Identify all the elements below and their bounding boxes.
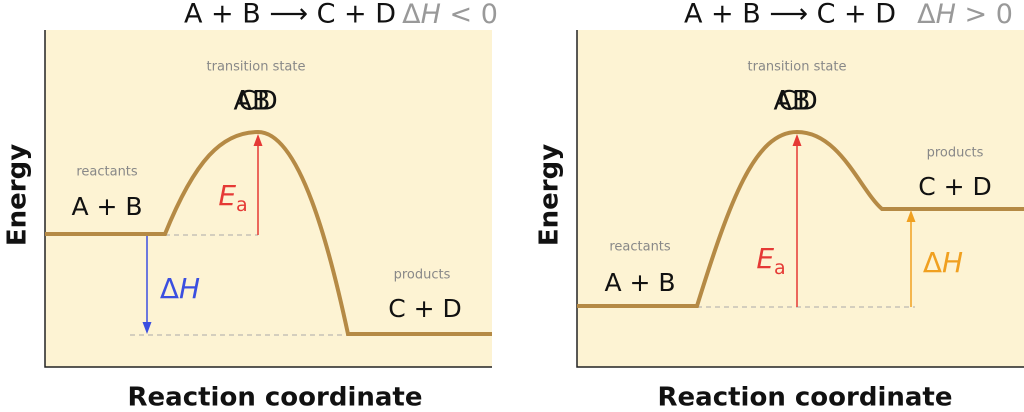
- symbol: H: [942, 246, 963, 279]
- equation: A + B ⟶ C + D: [184, 0, 396, 30]
- products-caption: products: [927, 146, 984, 161]
- symbol: H: [179, 272, 200, 305]
- energy-curve: [45, 129, 492, 336]
- panel-endothermic: A + B ⟶ C + D ΔH > 0 transition state AB…: [535, 0, 1024, 412]
- condition: ΔH < 0: [402, 0, 498, 30]
- y-axis-title: Energy: [535, 144, 565, 246]
- reactants-label: A + B: [604, 268, 675, 297]
- dh-label: ΔH: [160, 272, 200, 305]
- ts-label: CD: [778, 86, 818, 117]
- ts-label: AB: [234, 86, 271, 117]
- relation: < 0: [441, 0, 498, 30]
- symbol: H: [421, 0, 441, 30]
- y-axis-title: Energy: [3, 144, 33, 246]
- x-axis-title: Reaction coordinate: [128, 383, 423, 412]
- ea-label: Ea: [218, 179, 247, 216]
- axes: [576, 30, 1024, 368]
- ts-label: CD: [238, 86, 278, 117]
- products-caption: products: [394, 268, 451, 283]
- x-axis-title: Reaction coordinate: [658, 383, 953, 412]
- subscript: a: [236, 194, 248, 216]
- ts-caption: transition state: [748, 60, 847, 75]
- plot-background: [577, 30, 1024, 367]
- dh-label: ΔH: [923, 246, 963, 279]
- ts-caption: transition state: [207, 60, 306, 75]
- symbol: E: [218, 179, 236, 212]
- ts-label: AB: [774, 86, 811, 117]
- condition: ΔH > 0: [917, 0, 1013, 30]
- delta: Δ: [160, 272, 179, 305]
- symbol: E: [756, 242, 774, 275]
- products-label: C + D: [388, 294, 462, 323]
- relation: > 0: [956, 0, 1013, 30]
- products-label: C + D: [918, 172, 992, 201]
- delta: Δ: [402, 0, 421, 30]
- delta: Δ: [917, 0, 936, 30]
- energy-curve: [577, 129, 1024, 308]
- delta: Δ: [923, 246, 942, 279]
- panel-exothermic: A + B ⟶ C + D ΔH < 0 transition state AB…: [3, 0, 498, 412]
- axes: [44, 30, 492, 368]
- reactants-label: A + B: [71, 192, 142, 221]
- ea-label: Ea: [756, 242, 785, 279]
- equation: A + B ⟶ C + D: [684, 0, 896, 30]
- reactants-caption: reactants: [76, 165, 138, 180]
- symbol: H: [936, 0, 956, 30]
- plot-background: [45, 30, 492, 367]
- subscript: a: [774, 257, 786, 279]
- reactants-caption: reactants: [609, 240, 671, 255]
